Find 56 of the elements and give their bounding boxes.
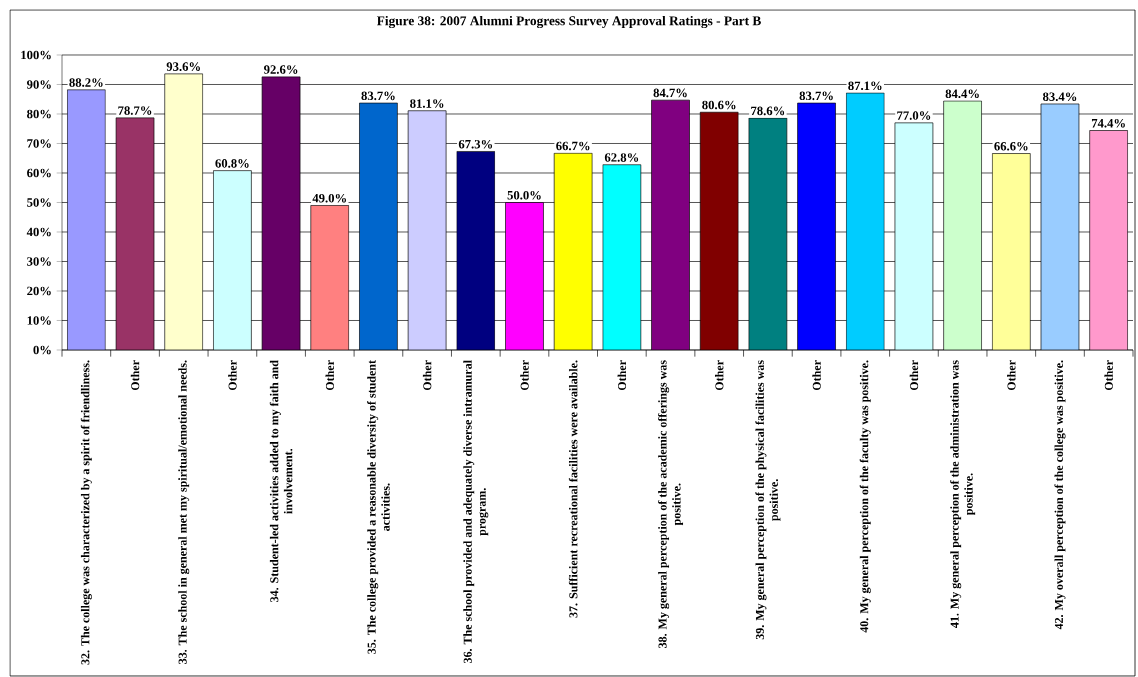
y-tick-label: 80% xyxy=(27,109,51,119)
x-tick-label: Other xyxy=(130,360,140,391)
data-label: 66.7% xyxy=(556,141,590,151)
data-label: 80.6% xyxy=(702,100,736,110)
y-tick-label: 10% xyxy=(27,316,51,325)
data-label: 81.1% xyxy=(410,99,444,108)
data-label: 83.7% xyxy=(799,91,833,101)
x-tick-label: 35. The college provided a reasonable diversity of student activities. xyxy=(367,360,390,654)
x-tick-label: Other xyxy=(812,360,821,391)
y-tick-label: 60% xyxy=(27,168,51,178)
data-label: 78.7% xyxy=(118,106,152,115)
y-tick-label: 30% xyxy=(27,257,51,266)
data-label: 84.7% xyxy=(653,88,687,98)
y-tick-label: 40% xyxy=(26,227,51,237)
x-tick-label: Other xyxy=(422,360,432,391)
data-label: 67.3% xyxy=(458,139,493,149)
y-tick-label: 70% xyxy=(27,139,51,148)
data-label: 83.7% xyxy=(361,91,395,101)
x-tick-label: Other xyxy=(228,360,237,391)
data-label: 62.8% xyxy=(604,153,639,162)
x-tick-label: 40. My general perception of the faculty was positive. xyxy=(859,360,871,633)
x-tick-label: 34. Student-led activities added to my faith and involvement. xyxy=(269,360,293,602)
data-label: 50.0% xyxy=(507,190,541,200)
x-tick-label: 32. The college was characterized by a spirit of friendliness. xyxy=(80,360,92,665)
x-tick-label: 41. My general perception of the administration was positive. xyxy=(950,360,976,628)
x-tick-label: Other xyxy=(520,360,529,391)
data-label: 92.6% xyxy=(264,65,298,74)
x-tick-label: 38. My general perception of the academic offerings was positive. xyxy=(658,360,684,648)
data-label: 49.0% xyxy=(312,193,346,203)
x-tick-label: 36. The school provided and adequately diverse intramural program. xyxy=(463,360,489,664)
data-label: 74.4% xyxy=(1091,118,1125,128)
y-tick-label: 50% xyxy=(27,198,51,207)
data-label: 93.6% xyxy=(166,62,200,71)
x-tick-label: Other xyxy=(1104,360,1113,391)
data-label: 83.4% xyxy=(1042,92,1077,102)
x-tick-label: 39. My general perception of the physical facilities was positive. xyxy=(755,360,781,640)
data-label: 88.2% xyxy=(69,78,103,87)
data-label: 66.6% xyxy=(994,141,1028,151)
data-label: 84.4% xyxy=(945,89,979,99)
data-label: 60.8% xyxy=(215,159,249,168)
y-tick-label: 100% xyxy=(21,50,51,60)
data-label: 78.6% xyxy=(751,106,785,116)
y-tick-label: 0% xyxy=(33,345,51,355)
x-tick-label: 33. The school in general met my spiritual/emotional needs. xyxy=(178,360,190,664)
x-tick-label: Other xyxy=(909,360,919,391)
data-label: 87.1% xyxy=(848,81,882,91)
x-tick-label: 37. Sufficient recreational facilities were available. xyxy=(568,360,578,618)
x-tick-label: 42. My overall perception of the college was positive. xyxy=(1054,360,1066,630)
x-tick-label: Other xyxy=(617,360,627,391)
chart-title: Figure 38: 2007 Alumni Progress Survey Approval Ratings - Part B xyxy=(376,15,761,29)
x-tick-label: Other xyxy=(1007,360,1016,391)
y-tick-label: 20% xyxy=(27,286,51,296)
y-tick-label: 90% xyxy=(26,80,51,89)
x-tick-label: Other xyxy=(325,360,334,391)
data-label: 77.0% xyxy=(897,111,931,120)
x-tick-label: Other xyxy=(714,360,724,391)
